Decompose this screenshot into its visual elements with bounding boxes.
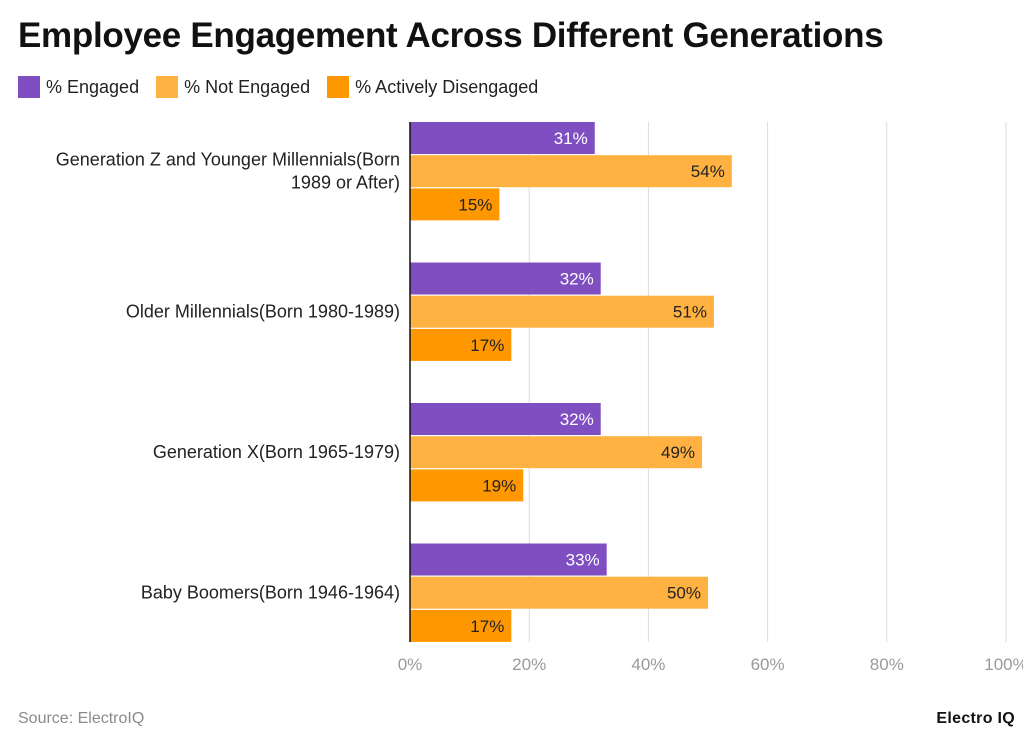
bar [410,543,607,576]
bar-value-label: 33% [566,551,600,570]
bar [410,469,524,502]
bar [410,403,601,435]
bar-value-label: 49% [661,443,695,462]
bar-value-label: 54% [691,162,725,181]
x-tick-label: 0% [398,655,423,674]
bar-value-label: 51% [673,303,707,322]
y-category-label: Generation X(Born 1965-1979) [153,442,400,462]
legend-item-not-engaged: % Not Engaged [156,76,310,98]
bar [410,576,708,609]
bar [410,436,703,469]
bar-value-label: 19% [482,476,516,495]
bar [410,328,512,361]
y-category-label: Generation Z and Younger Millennials(Bor… [56,150,400,170]
bar-value-label: 17% [470,336,504,355]
bar [410,122,595,154]
legend-swatch-engaged [18,76,40,98]
bar [410,609,512,642]
bar-value-label: 31% [554,129,588,148]
bar-value-label: 32% [560,270,594,289]
y-category-label: 1989 or After) [291,173,400,193]
bar [410,262,601,295]
x-tick-label: 100% [984,655,1023,674]
x-tick-label: 40% [631,655,665,674]
legend-label-engaged: % Engaged [46,76,140,97]
legend-item-actively-disengaged: % Actively Disengaged [327,76,538,98]
source-note: Source: ElectroIQ [18,710,145,727]
brand-logo: Electro IQ [936,710,1015,727]
x-tick-label: 20% [512,655,546,674]
chart-title: Employee Engagement Across Different Gen… [18,16,884,55]
legend-swatch-actively-disengaged [327,76,350,98]
y-category-label: Baby Boomers(Born 1946-1964) [141,583,400,603]
legend-label-actively-disengaged: % Actively Disengaged [355,76,539,97]
bar [410,295,714,328]
chart-legend: % Engaged % Not Engaged % Actively Disen… [18,76,555,98]
y-category-label: Older Millennials(Born 1980-1989) [126,302,400,322]
x-tick-label: 80% [870,655,904,674]
legend-label-not-engaged: % Not Engaged [184,76,311,97]
bar-value-label: 15% [458,195,492,214]
bar-value-label: 32% [560,410,594,429]
bar-value-label: 17% [470,617,504,636]
bar [410,188,500,221]
legend-swatch-not-engaged [156,76,179,98]
x-tick-label: 60% [751,655,785,674]
legend-item-engaged: % Engaged [18,76,139,98]
bar [410,155,732,188]
bar-value-label: 50% [667,584,701,603]
bar-chart: 0% 20% 40% 60% 80% 100% 31% 54% 15% Generation Z … [56,122,1023,674]
